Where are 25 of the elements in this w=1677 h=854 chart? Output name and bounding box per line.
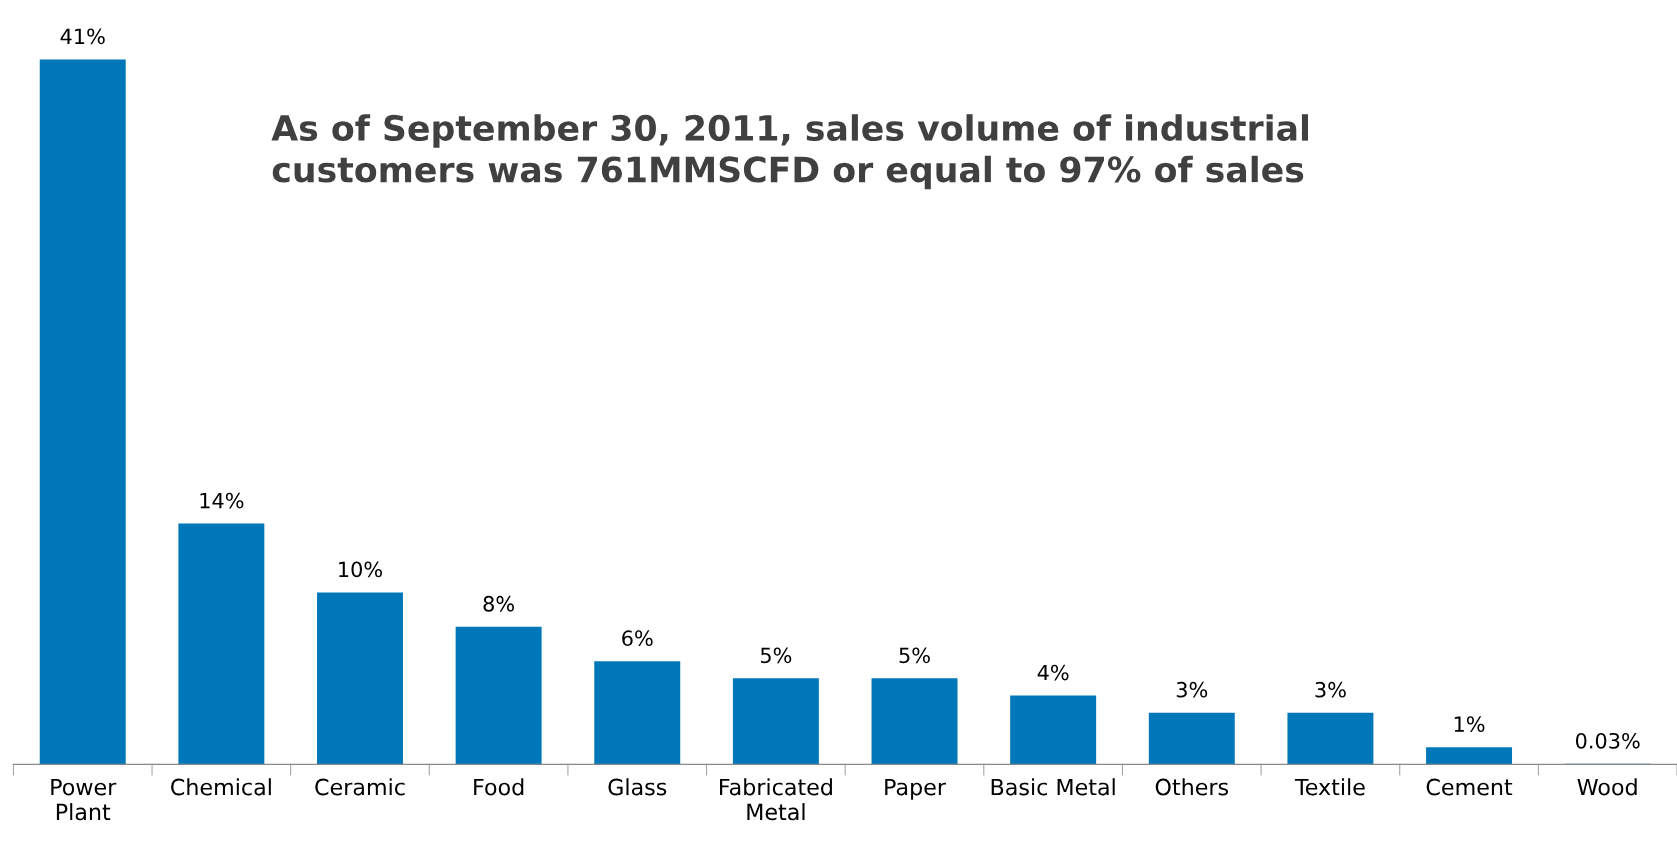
- x-tick-label: Ceramic: [315, 778, 405, 796]
- data-label: 6%: [622, 630, 653, 647]
- x-tick-label: Food: [474, 778, 524, 796]
- data-label: 1%: [1454, 716, 1485, 732]
- x-tick-label: Chemical: [171, 778, 271, 796]
- x-tick-label: Fabricated Metal: [720, 778, 832, 821]
- annotation: As of September 30, 2011, sales volume of industrial customers was 761MMSCFD or equal to 97% of sales: [271, 114, 1308, 190]
- data-label: 10%: [339, 561, 382, 578]
- data-label: 8%: [483, 595, 514, 612]
- data-label: 5%: [899, 647, 930, 664]
- data-label: 0.03%: [1575, 732, 1640, 749]
- x-tick-label: Paper: [885, 778, 946, 800]
- data-label: 4%: [1037, 664, 1069, 681]
- x-tick-label: Cement: [1426, 778, 1513, 796]
- x-tick-label: Textile: [1294, 778, 1365, 796]
- x-tick-label: Others: [1155, 778, 1229, 796]
- data-label: 5%: [760, 647, 792, 664]
- x-tick-label: Wood: [1577, 778, 1637, 796]
- data-label: 14%: [200, 492, 244, 509]
- data-label: 3%: [1176, 681, 1208, 698]
- x-tick-label: Glass: [608, 778, 667, 796]
- data-label: 3%: [1315, 681, 1346, 698]
- data-label: 41%: [60, 28, 105, 45]
- x-tick-label: Power Plant: [51, 778, 117, 821]
- x-tick-label: Basic Metal: [991, 778, 1115, 796]
